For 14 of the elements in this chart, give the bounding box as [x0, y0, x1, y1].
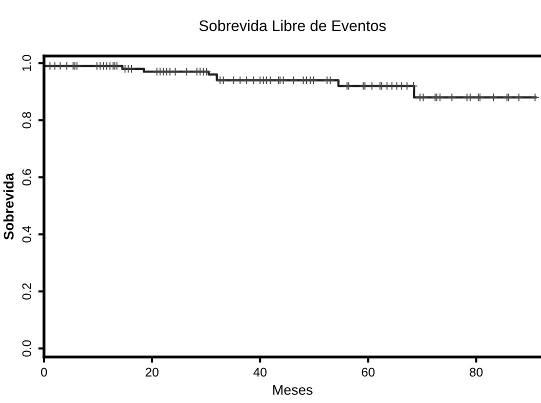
y-tick-label: 0.2 — [22, 283, 32, 300]
x-tick-label: 0 — [41, 368, 47, 377]
x-axis-title: Meses — [273, 385, 312, 395]
x-tick-label: 60 — [362, 368, 375, 377]
x-tick-label: 80 — [470, 368, 483, 377]
x-tick-label: 20 — [146, 368, 159, 377]
y-tick-label: 1.0 — [22, 54, 32, 71]
x-tick-label: 40 — [253, 368, 267, 377]
y-tick-label: 0.8 — [22, 112, 32, 128]
y-tick-label: 0.0 — [22, 340, 32, 357]
y-tick-label: 0.4 — [22, 226, 32, 243]
y-tick-label: 0.6 — [22, 169, 32, 186]
chart-title: Sobrevida Libre de Eventos — [199, 20, 386, 32]
y-axis-title: Sobrevida — [3, 172, 14, 240]
